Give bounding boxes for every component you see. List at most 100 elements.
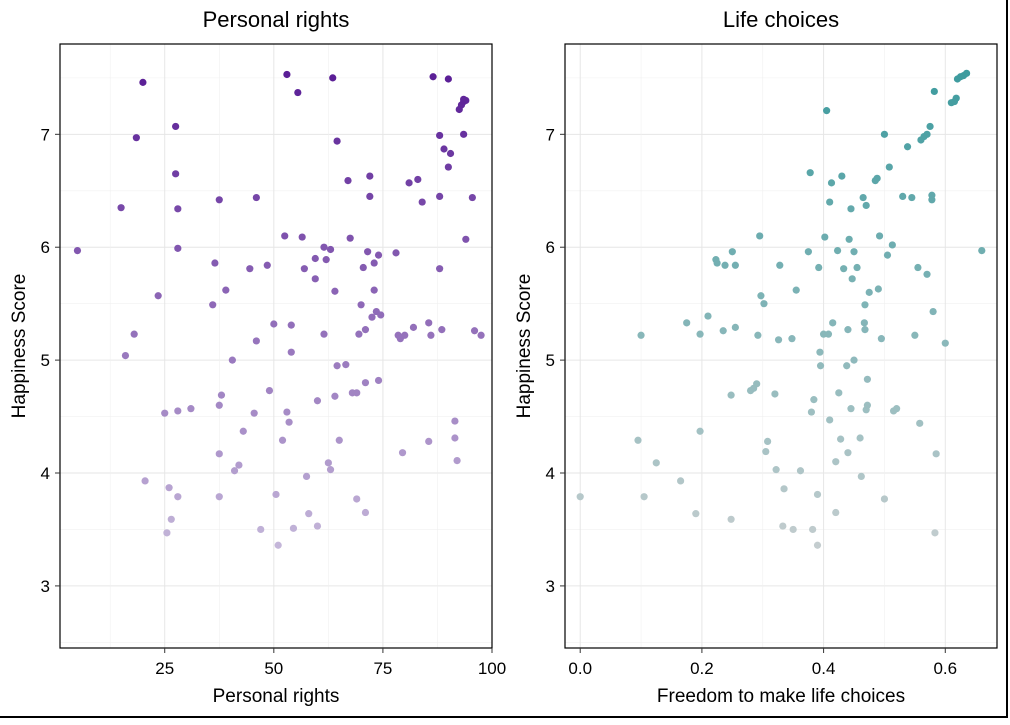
data-point	[873, 174, 881, 182]
data-point	[932, 450, 940, 458]
data-point	[911, 331, 919, 339]
data-point	[215, 401, 223, 409]
data-point	[174, 493, 182, 501]
data-point	[637, 331, 645, 339]
data-point	[923, 130, 931, 138]
data-point	[222, 286, 230, 294]
data-point	[265, 386, 274, 395]
data-point	[283, 408, 291, 416]
y-tick-label: 5	[546, 351, 555, 370]
x-tick-label: 0.2	[690, 659, 714, 678]
y-tick-label: 6	[41, 238, 50, 257]
data-point	[409, 323, 418, 331]
data-point	[885, 163, 893, 171]
data-point	[813, 541, 822, 549]
y-tick-label: 7	[41, 125, 50, 144]
data-point	[462, 235, 470, 243]
data-point	[962, 69, 971, 77]
data-point	[305, 510, 313, 518]
data-point	[757, 292, 765, 300]
plot-panel-border	[59, 43, 493, 649]
x-tick-label: 0.6	[933, 659, 957, 678]
data-point	[863, 375, 872, 383]
data-point	[860, 319, 868, 327]
panel-1: 25 50 75 100 3 4 5 6 7 Personal rights Personal ri…	[9, 7, 506, 707]
data-point	[462, 96, 470, 105]
data-point	[941, 339, 949, 347]
data-point	[333, 362, 341, 370]
data-point	[832, 458, 840, 466]
data-point	[401, 331, 409, 339]
data-point	[821, 233, 829, 241]
data-point	[215, 450, 223, 458]
data-point	[826, 416, 834, 424]
data-point	[863, 401, 872, 409]
data-point	[816, 348, 824, 356]
y-tick-label: 3	[41, 577, 50, 596]
data-point	[121, 351, 130, 360]
data-point	[704, 312, 712, 320]
data-point	[634, 436, 642, 444]
x-tick-label: 75	[373, 659, 392, 678]
data-point	[335, 436, 343, 444]
data-point	[861, 326, 869, 334]
data-point	[141, 477, 149, 485]
y-tick-label: 3	[546, 577, 555, 596]
data-point	[357, 301, 365, 309]
data-point	[816, 362, 825, 370]
data-point	[436, 131, 444, 140]
data-point	[322, 256, 330, 264]
y-tick-label: 6	[546, 238, 555, 257]
data-point	[331, 392, 339, 400]
data-point	[368, 313, 376, 321]
panel-title: Personal rights	[203, 7, 350, 32]
data-point	[287, 321, 295, 329]
data-point	[652, 459, 660, 467]
data-point	[132, 134, 140, 142]
data-point	[713, 259, 721, 267]
data-point	[174, 244, 182, 252]
data-point	[154, 292, 162, 300]
data-point	[405, 179, 413, 187]
data-point	[826, 198, 834, 206]
data-point	[344, 177, 352, 185]
data-point	[928, 191, 936, 199]
data-point	[239, 427, 247, 435]
data-point	[923, 270, 931, 278]
data-point	[727, 515, 735, 523]
data-point	[754, 331, 762, 339]
data-point	[848, 275, 856, 283]
x-tick-label: 100	[478, 659, 506, 678]
data-point	[364, 248, 372, 256]
data-point	[827, 179, 836, 187]
data-point	[696, 330, 704, 338]
data-point	[764, 437, 772, 445]
y-axis-label: Happiness Score	[9, 274, 30, 419]
data-point	[576, 493, 584, 501]
data-point	[883, 251, 892, 259]
data-point	[857, 472, 865, 480]
data-point	[829, 319, 837, 327]
data-point	[838, 172, 846, 180]
data-point	[139, 78, 147, 86]
data-point	[806, 169, 814, 177]
data-point	[847, 205, 855, 213]
data-point	[807, 408, 816, 416]
data-point	[294, 88, 302, 97]
data-point	[438, 326, 446, 334]
data-point	[235, 461, 243, 469]
data-point	[728, 248, 736, 256]
data-point	[300, 265, 308, 273]
data-point	[418, 198, 426, 206]
data-point	[779, 522, 787, 530]
data-point	[302, 472, 311, 480]
data-point	[436, 265, 444, 273]
data-point	[780, 485, 788, 493]
data-point	[313, 397, 322, 405]
x-tick-label: 25	[155, 659, 174, 678]
data-point	[692, 510, 700, 518]
data-point	[470, 327, 479, 335]
data-point	[843, 362, 851, 370]
data-point	[211, 259, 219, 267]
